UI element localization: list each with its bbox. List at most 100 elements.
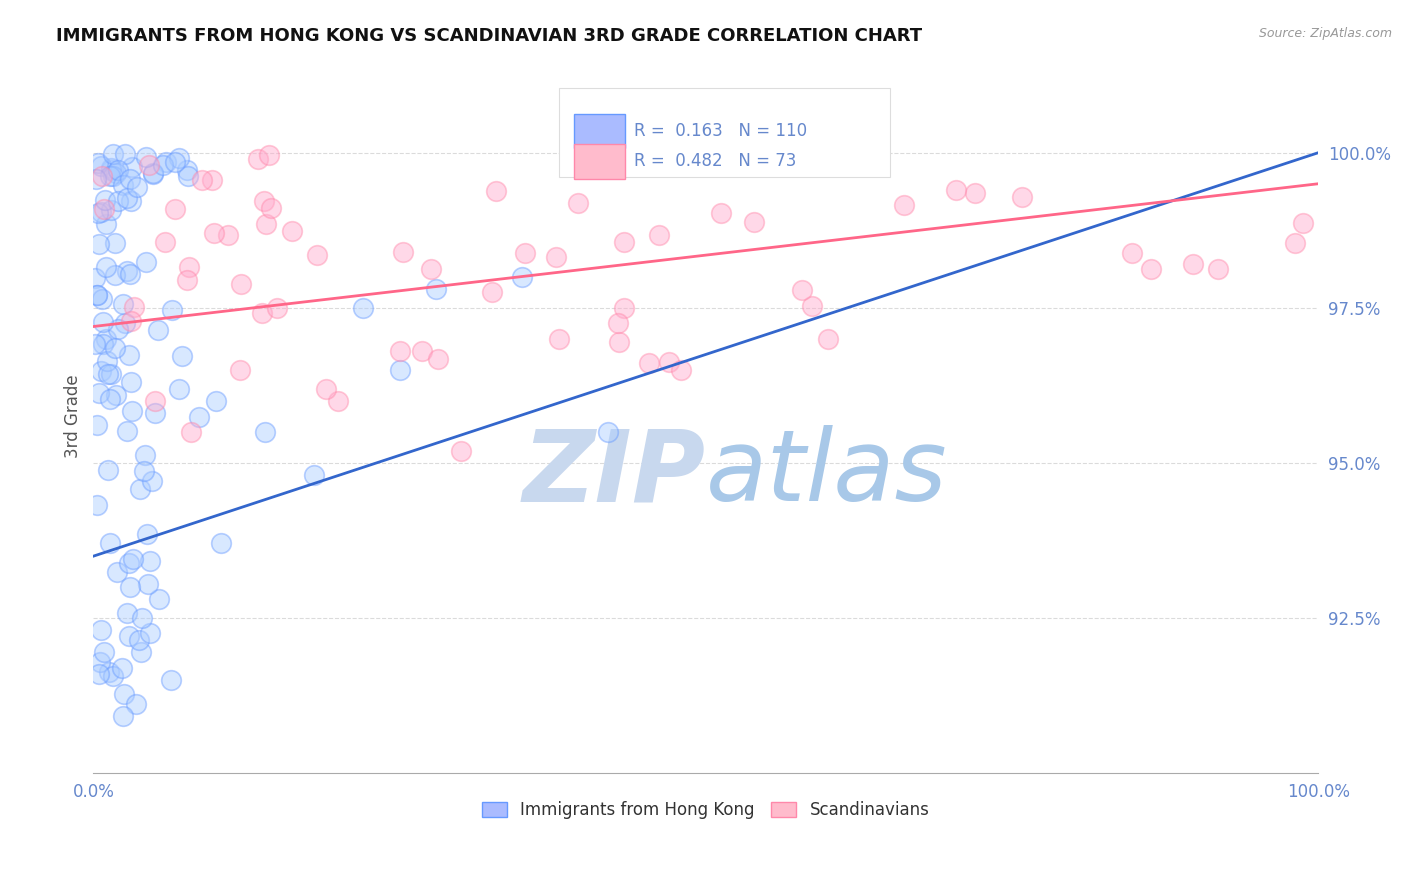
Point — [307, 247, 329, 261]
Point — [246, 153, 269, 167]
Point — [120, 267, 142, 281]
Point — [893, 198, 915, 212]
Point — [352, 301, 374, 315]
Point — [83, 271, 105, 285]
Point — [217, 228, 239, 243]
Point — [101, 169, 124, 183]
Point — [86, 417, 108, 432]
Point — [125, 697, 148, 711]
Point — [170, 349, 193, 363]
Legend: Immigrants from Hong Kong, Scandinavians: Immigrants from Hong Kong, Scandinavians — [475, 795, 936, 826]
Point — [945, 183, 967, 197]
Point — [118, 171, 141, 186]
Point — [84, 172, 107, 186]
Point — [229, 277, 252, 291]
Point — [129, 644, 152, 658]
Point — [607, 335, 630, 350]
Point — [155, 155, 177, 169]
Point — [425, 282, 447, 296]
Point — [266, 301, 288, 315]
Point — [97, 463, 120, 477]
Point — [98, 169, 121, 183]
Point — [96, 217, 118, 231]
Point — [91, 169, 114, 183]
Point — [112, 709, 135, 723]
Point — [121, 404, 143, 418]
Point — [165, 202, 187, 216]
Point — [86, 498, 108, 512]
Point — [96, 354, 118, 368]
Point — [963, 186, 986, 201]
Point — [510, 269, 533, 284]
Point — [165, 155, 187, 169]
Point — [1284, 235, 1306, 250]
Point — [118, 629, 141, 643]
Point — [1121, 245, 1143, 260]
Point — [120, 314, 142, 328]
Point — [141, 474, 163, 488]
Point — [146, 323, 169, 337]
Point — [315, 382, 337, 396]
Point — [90, 364, 112, 378]
Point — [253, 194, 276, 208]
Point — [1206, 262, 1229, 277]
Point — [204, 394, 226, 409]
Point — [800, 299, 823, 313]
Point — [257, 147, 280, 161]
Text: R =  0.482   N = 73: R = 0.482 N = 73 — [634, 153, 796, 170]
Point — [177, 260, 200, 275]
Point — [481, 285, 503, 299]
Point — [229, 363, 252, 377]
Point — [86, 288, 108, 302]
Point — [87, 667, 110, 681]
Point — [112, 687, 135, 701]
Point — [134, 448, 156, 462]
Point — [647, 227, 669, 242]
Point — [160, 673, 183, 687]
Point — [209, 536, 232, 550]
Point — [87, 156, 110, 170]
Point — [120, 375, 142, 389]
Point — [107, 565, 129, 579]
Point — [143, 406, 166, 420]
Point — [103, 147, 125, 161]
Point — [100, 368, 122, 382]
Point — [200, 173, 222, 187]
Point — [513, 245, 536, 260]
Point — [115, 264, 138, 278]
Point — [1292, 216, 1315, 230]
Point — [427, 351, 450, 366]
Point — [100, 163, 122, 178]
Point — [167, 151, 190, 165]
Point — [450, 443, 472, 458]
Point — [256, 218, 278, 232]
Point — [84, 337, 107, 351]
Point — [94, 260, 117, 274]
Point — [128, 482, 150, 496]
Point — [138, 554, 160, 568]
Point — [101, 669, 124, 683]
Point — [122, 551, 145, 566]
Point — [135, 151, 157, 165]
Point — [132, 464, 155, 478]
Point — [153, 235, 176, 250]
Point — [138, 158, 160, 172]
Point — [188, 409, 211, 424]
Point — [135, 254, 157, 268]
Text: atlas: atlas — [706, 425, 948, 522]
Point — [176, 163, 198, 178]
Point — [89, 655, 111, 669]
Point — [98, 536, 121, 550]
Point — [115, 191, 138, 205]
Point — [176, 273, 198, 287]
Point — [613, 301, 636, 315]
Point — [111, 661, 134, 675]
Point — [125, 180, 148, 194]
Point — [411, 344, 433, 359]
Point — [1181, 257, 1204, 271]
Point — [544, 250, 567, 264]
Point — [89, 386, 111, 401]
Point — [96, 332, 118, 346]
Point — [637, 356, 659, 370]
Point — [817, 332, 839, 346]
